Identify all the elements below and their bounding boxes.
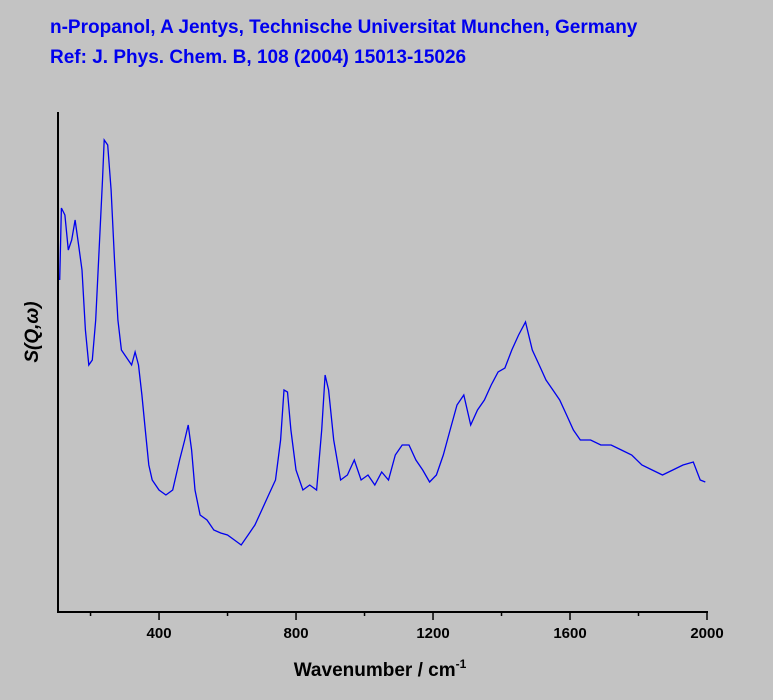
- x-tick-label: 400: [147, 625, 172, 642]
- y-axis-label: S(Q,ω): [22, 301, 43, 362]
- chart-subtitle: Ref: J. Phys. Chem. B, 108 (2004) 15013-…: [50, 47, 466, 68]
- spectrum-line: [59, 138, 706, 546]
- x-tick-label: 800: [284, 625, 309, 642]
- chart-title: n-Propanol, A Jentys, Technische Univers…: [50, 17, 638, 38]
- x-tick-label: 2000: [690, 625, 723, 642]
- x-tick-label: 1200: [416, 625, 449, 642]
- x-axis-label-sup: -1: [456, 657, 467, 671]
- x-axis-label: Wavenumber / cm-1: [294, 657, 467, 681]
- x-tick-label: 1600: [553, 625, 586, 642]
- x-axis-label-text: Wavenumber / cm: [294, 660, 456, 681]
